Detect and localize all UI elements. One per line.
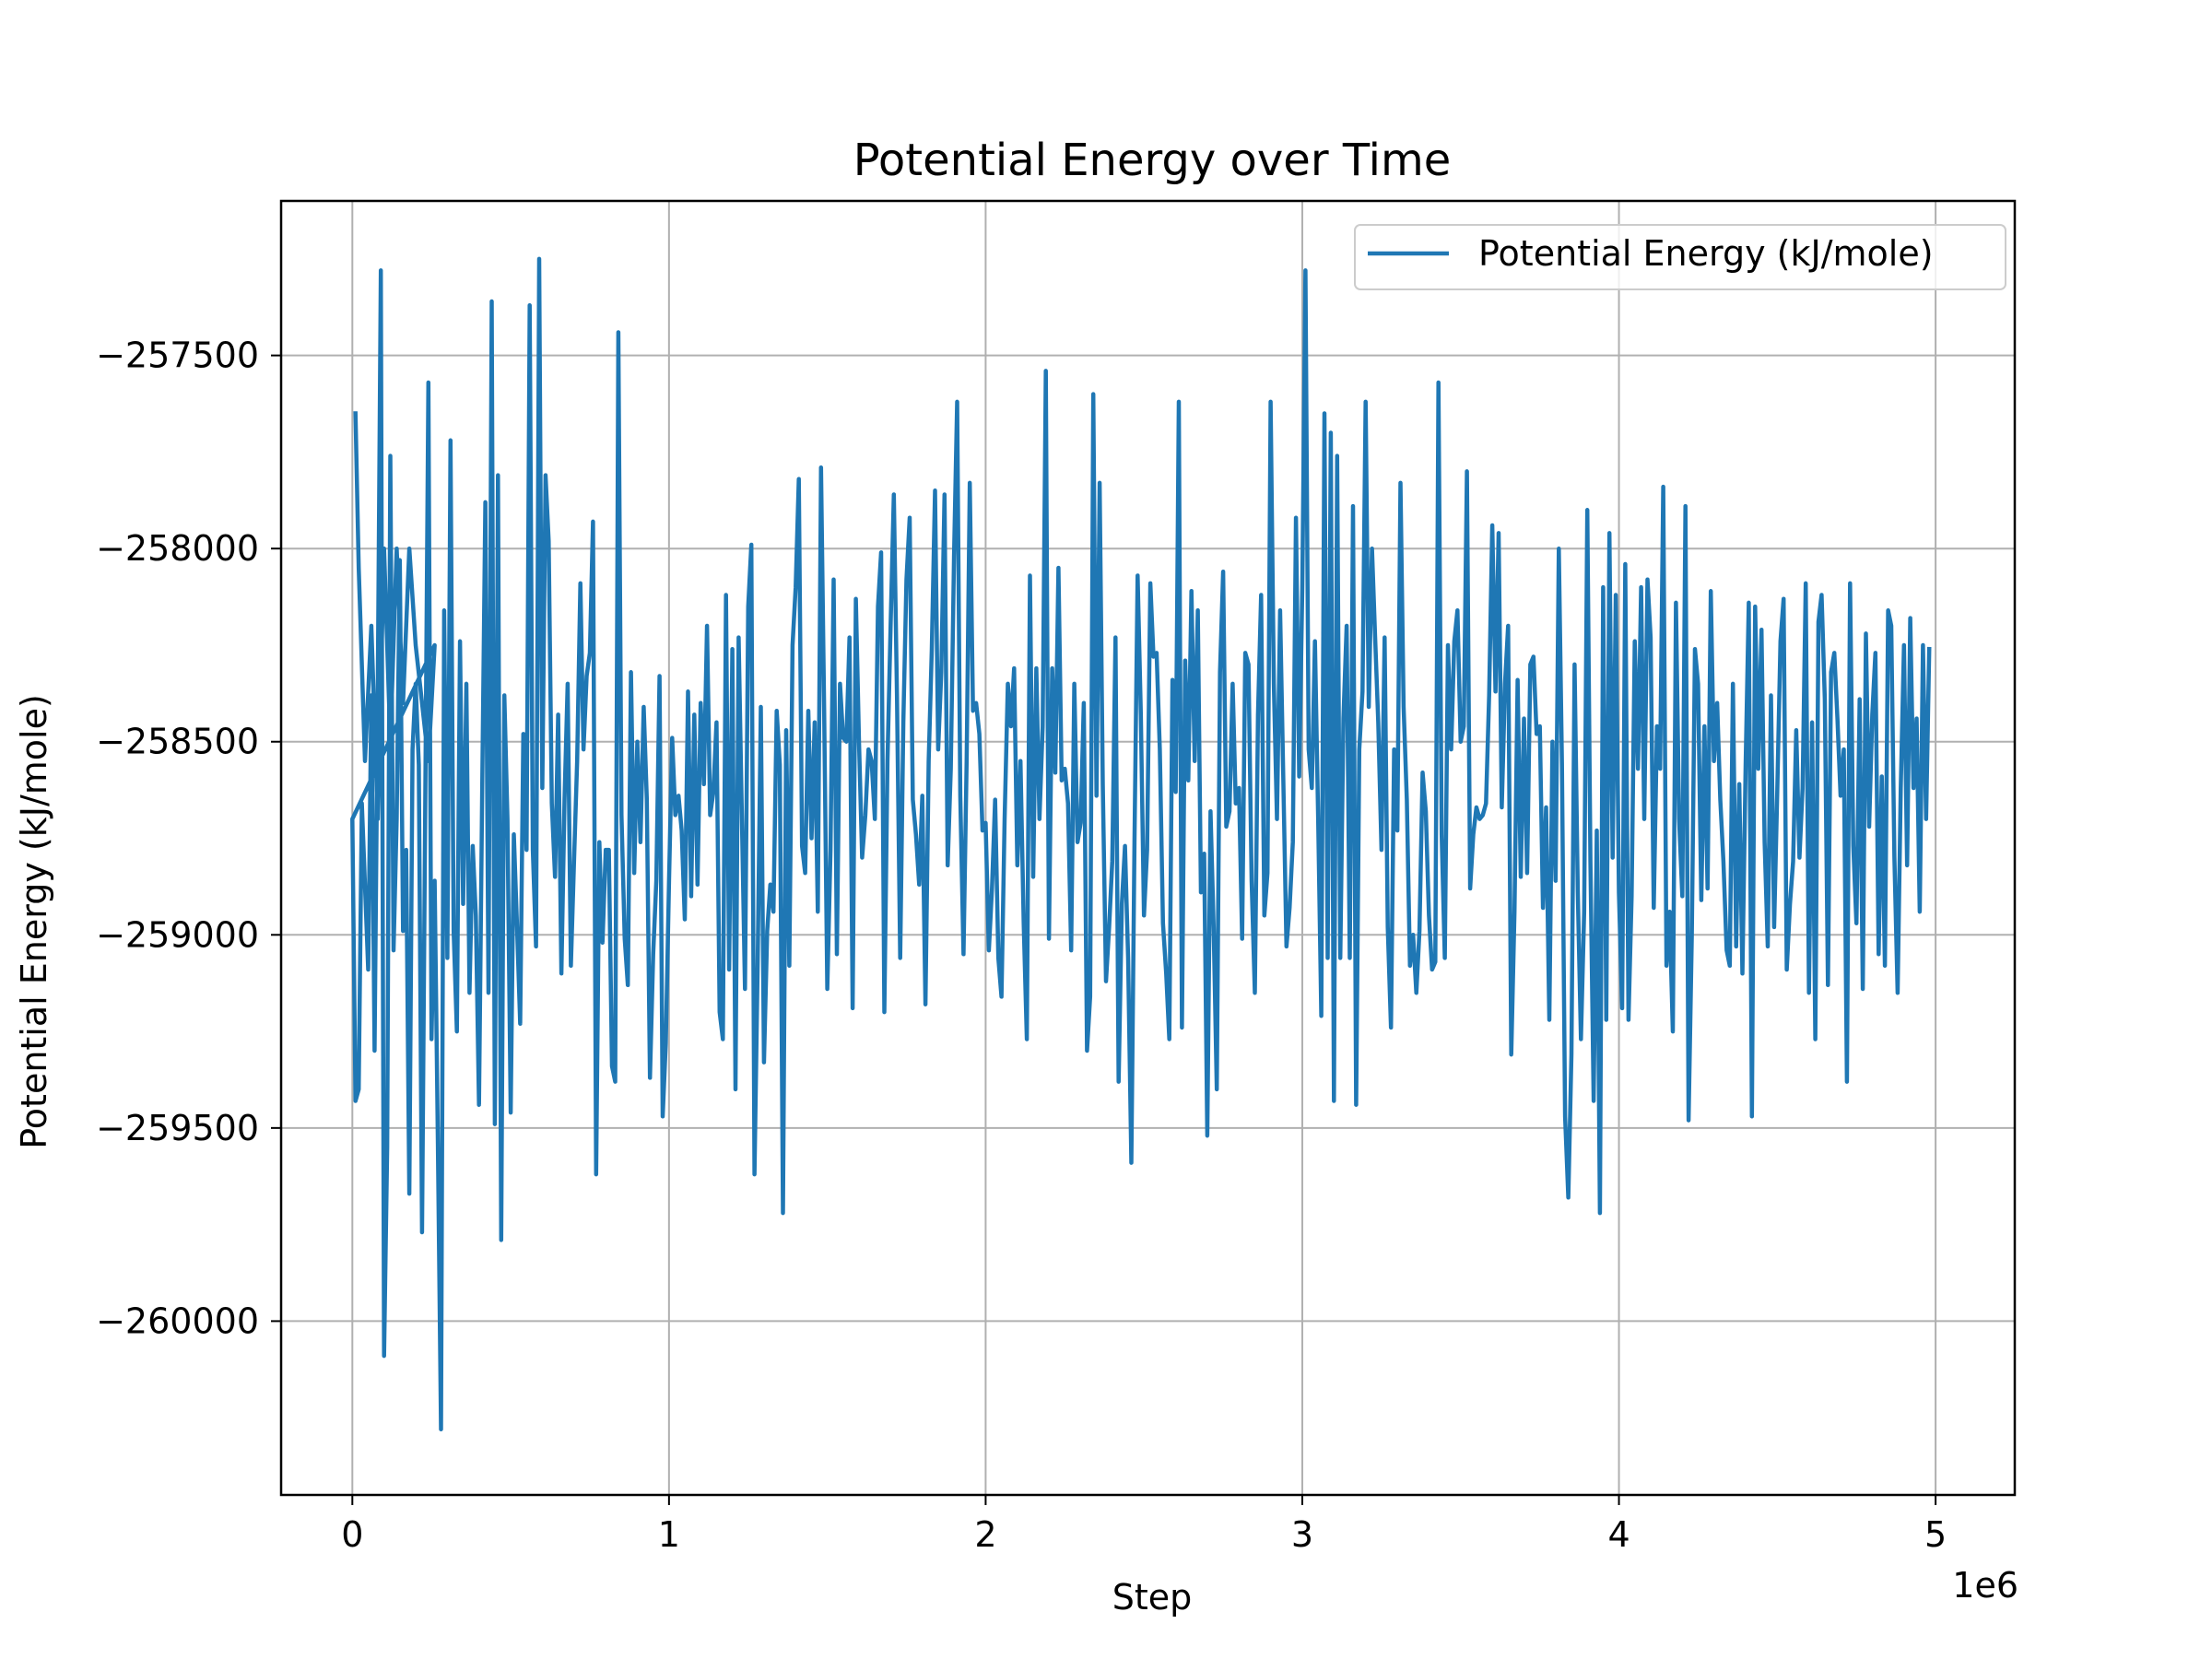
series-line (350, 256, 1932, 1432)
legend-label: Potential Energy (kJ/mole) (1478, 233, 1934, 274)
x-tick-label: 1 (658, 1514, 680, 1555)
ticks-layer: 0 1 2 3 4 5 −257500 −258000 −258500 −259000 −25950… (96, 335, 1947, 1555)
y-tick-label: −258000 (96, 528, 259, 569)
legend-box (1354, 224, 2006, 290)
axes-frame (279, 199, 2017, 1497)
x-tick-label: 3 (1291, 1514, 1313, 1555)
y-tick-label: −260000 (96, 1300, 259, 1341)
chart-title: Potential Energy over Time (853, 135, 1452, 186)
y-tick-label: −258500 (96, 722, 259, 762)
y-axis-label: Potential Energy (kJ/mole) (14, 694, 54, 1149)
x-tick-label: 2 (974, 1514, 996, 1555)
x-tick-label: 4 (1607, 1514, 1630, 1555)
x-tick-label: 5 (1924, 1514, 1947, 1555)
x-axis-offset-label: 1e6 (1952, 1565, 2018, 1606)
x-axis-label: Step (1112, 1577, 1193, 1618)
series-layer (350, 256, 1932, 1432)
plot-area-border (279, 199, 2017, 1497)
y-tick-label: −259000 (96, 914, 259, 955)
y-tick-label: −259500 (96, 1108, 259, 1148)
legend: Potential Energy (kJ/mole) (1354, 224, 2006, 290)
x-tick-label: 0 (341, 1514, 363, 1555)
y-tick-label: −257500 (96, 335, 259, 376)
